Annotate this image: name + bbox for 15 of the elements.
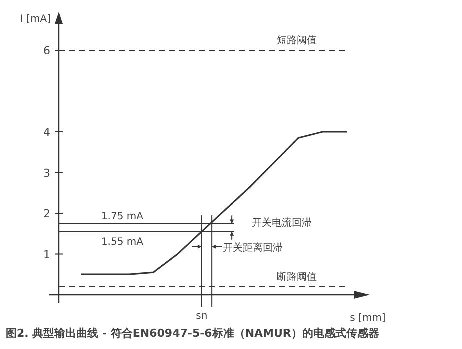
x-tick-label: sn bbox=[196, 311, 208, 322]
y-tick-label: 3 bbox=[44, 166, 50, 180]
ref-line-label: 1.75 mA bbox=[101, 212, 144, 223]
text: 图2. 典型输出曲线 - 符合EN60947-5-6标准（NAMUR）的电感式传感器 bbox=[6, 327, 380, 340]
y-tick-label: 6 bbox=[44, 44, 50, 58]
y-tick-label: 2 bbox=[44, 208, 50, 221]
annotation: 开关距离回滞 bbox=[223, 242, 284, 254]
ref-line-label: 1.55 mA bbox=[101, 236, 144, 248]
y-axis-title: I [mA] bbox=[20, 14, 52, 25]
ref-line-label: 断路阈值 bbox=[277, 270, 317, 283]
y-tick-label: 4 bbox=[44, 126, 50, 140]
ref-line-label: 短路阈值 bbox=[277, 34, 317, 47]
x-axis-title: s [mm] bbox=[350, 313, 386, 324]
y-tick-label: 1 bbox=[44, 248, 50, 262]
annotation: 开关电流回滞 bbox=[252, 216, 312, 229]
